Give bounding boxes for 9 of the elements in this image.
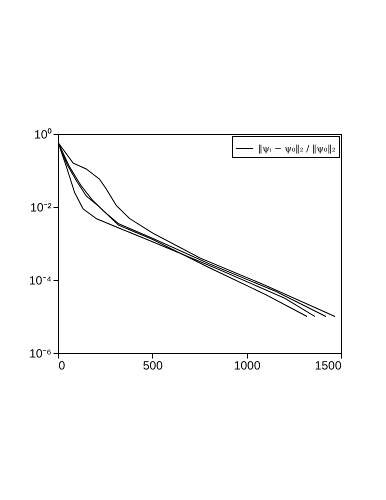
x-tick-label: 0 (58, 358, 66, 372)
legend-label: ‖ψᵢ − ψ₀‖₂ / ‖ψ₀‖₂ (258, 144, 336, 154)
y-tick-label: 10⁻² (30, 200, 52, 214)
x-tick-label: 1500 (314, 358, 342, 372)
y-tick-label: 10⁻⁶ (29, 346, 52, 360)
x-tick-label: 1000 (234, 358, 261, 372)
x-tick-label: 500 (142, 358, 164, 372)
y-tick-label: 10⁻⁴ (28, 274, 52, 288)
y-tick-label: 10⁰ (34, 128, 52, 142)
